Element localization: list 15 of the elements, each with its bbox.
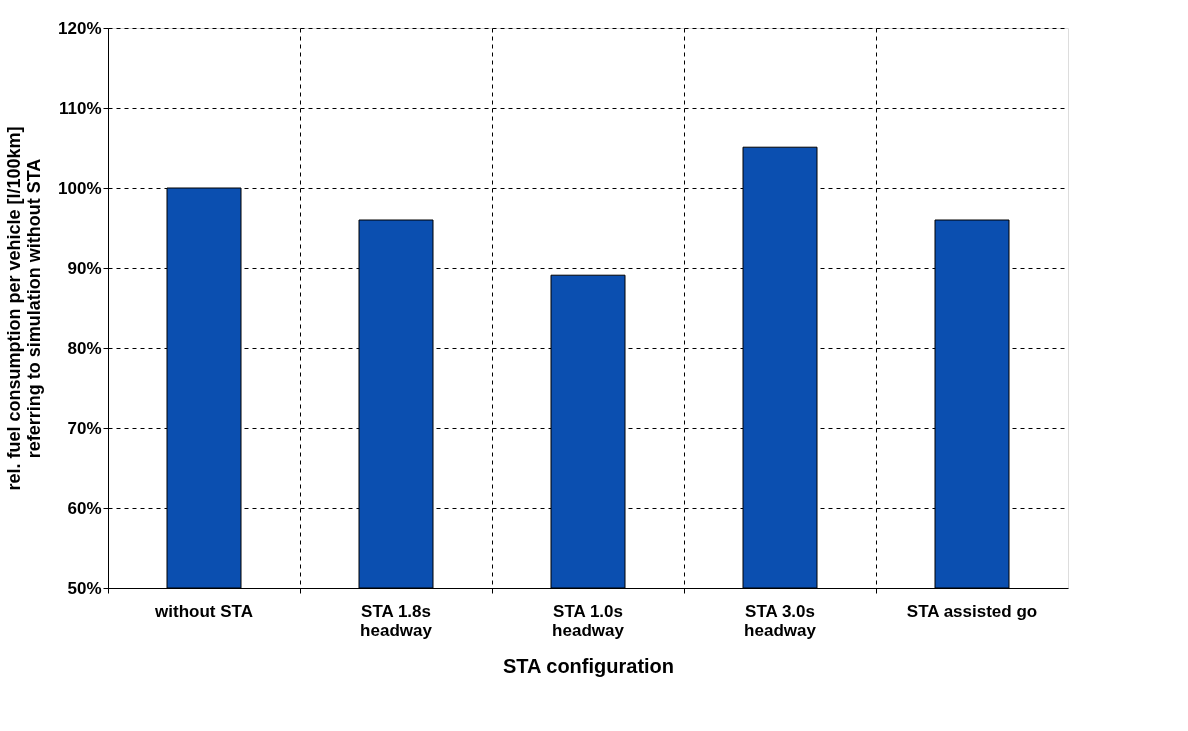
y-tick-label: 50% bbox=[67, 578, 102, 598]
x-axis-title: STA configuration bbox=[502, 654, 675, 677]
y-tick-label: 60% bbox=[67, 498, 102, 518]
y-tick-label: 70% bbox=[67, 418, 102, 438]
y-tick-label: 80% bbox=[67, 338, 102, 358]
x-tick-label: STA 3.0s headway bbox=[744, 601, 817, 640]
y-tick-label: 110% bbox=[58, 98, 102, 118]
x-tick-label: STA 1.8s headway bbox=[360, 601, 433, 640]
x-tick-label: without STA bbox=[154, 601, 253, 621]
x-tick-label: STA assisted go bbox=[906, 601, 1038, 621]
y-tick-label: 90% bbox=[67, 258, 102, 278]
y-tick-label: 120% bbox=[58, 18, 102, 38]
y-axis-title: rel. fuel consumption per vehicle [l/100km] referring to simulation without STA bbox=[4, 126, 45, 491]
x-tick-label: STA 1.0s headway bbox=[552, 601, 625, 640]
y-tick-label: 100% bbox=[58, 178, 102, 198]
